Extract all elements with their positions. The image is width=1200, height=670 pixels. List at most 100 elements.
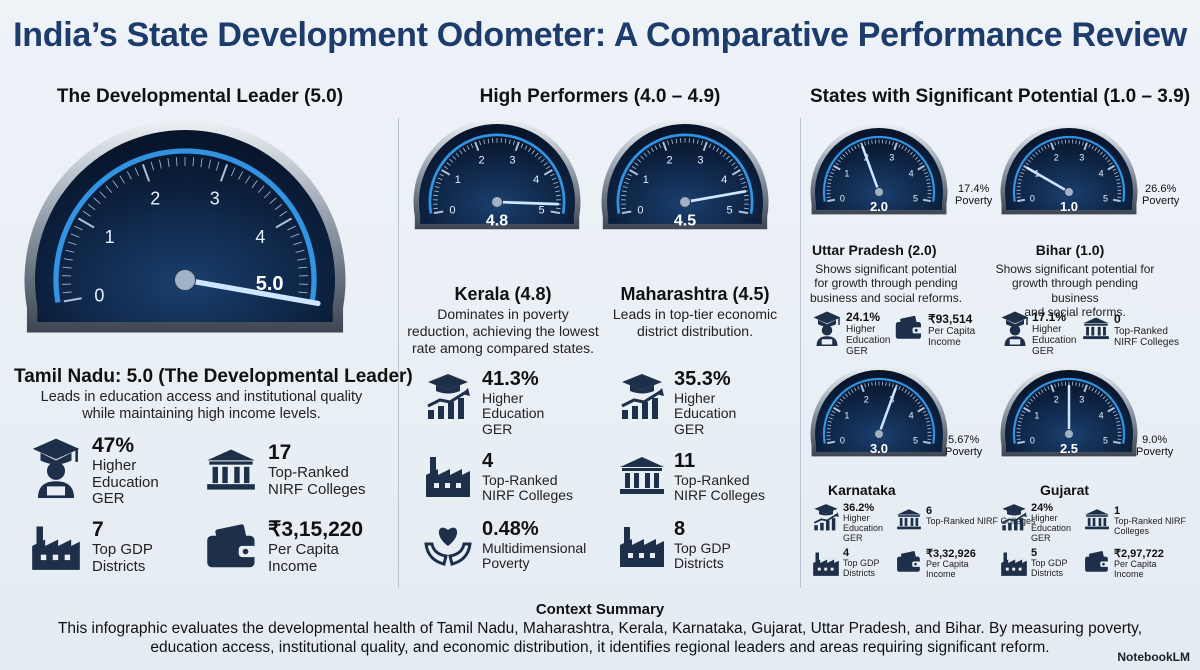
karnataka-gauge-dial: 0123453.0 xyxy=(810,365,948,457)
gauge-tick-label: 1 xyxy=(105,227,115,247)
gauge-tick-mark xyxy=(1109,404,1113,408)
gauge-tick-mark xyxy=(1097,391,1101,395)
gauge-tick-mark xyxy=(470,143,474,149)
gauge-tick-mark xyxy=(1102,395,1106,400)
gauge-tick-mark xyxy=(892,383,894,388)
gauge-needle xyxy=(683,190,747,204)
gauge-tick-mark xyxy=(634,162,639,166)
gauge-tick-mark xyxy=(904,389,908,393)
gauge-tick-mark xyxy=(63,258,73,261)
gauge-tick-mark xyxy=(87,203,96,211)
gauge-tick-mark xyxy=(837,401,841,405)
gauge-tick-mark xyxy=(1044,387,1047,392)
gauge-tick-mark xyxy=(441,169,451,176)
gauge-tick-mark xyxy=(835,404,839,408)
gauge-tick-mark xyxy=(1017,440,1026,445)
potential-column-heading: States with Significant Potential (1.0 –… xyxy=(809,86,1191,107)
gauge-tick-mark xyxy=(537,155,542,160)
gauge-tick-mark xyxy=(474,141,480,152)
gauge-tick-mark xyxy=(279,210,288,217)
gauge-tick-mark xyxy=(1091,387,1094,392)
gujarat-gdp-stat: 5 Top GDP Districts xyxy=(1031,547,1068,578)
institution-icon xyxy=(1084,508,1110,530)
gauge-tick-mark xyxy=(647,150,651,155)
gauge-tick-mark xyxy=(625,177,631,181)
gauge-tick-mark xyxy=(1032,395,1036,400)
gauge-tick-mark xyxy=(216,161,220,171)
gauge-tick-mark xyxy=(871,381,873,386)
gauge-tick-mark xyxy=(82,210,91,217)
gauge-tick-mark xyxy=(860,384,865,393)
maharashtra-heading: Maharashtra (4.5) xyxy=(620,284,770,304)
gauge-tick-mark xyxy=(459,150,463,155)
gauge-tick-mark xyxy=(850,389,854,393)
gauge-tick-mark xyxy=(1099,151,1104,155)
gauge-tick-mark xyxy=(550,173,555,177)
gauge-tick-mark xyxy=(1075,381,1077,386)
bihar-gauge-dial: 0123451.0 xyxy=(1000,123,1138,215)
gauge-tick-mark xyxy=(512,140,516,146)
gauge-tick-mark xyxy=(251,180,258,189)
gauge-tick-mark xyxy=(455,152,460,157)
gauge-tick-mark xyxy=(295,249,305,253)
gauge-tick-mark xyxy=(534,152,539,157)
gauge-tick-mark xyxy=(1029,398,1034,402)
gauge-tick-label: 1 xyxy=(455,174,461,186)
gauge-tick-mark xyxy=(1099,393,1104,397)
gauge-tick-mark xyxy=(844,151,849,155)
gauge-tick-label: 3 xyxy=(697,154,703,166)
gauge-glow-arc xyxy=(1012,135,1126,202)
gauge-tick-mark xyxy=(857,143,860,148)
gauge-tick-mark xyxy=(293,241,303,246)
gauge-tick-mark xyxy=(555,190,561,193)
gauge-tick-mark xyxy=(1044,145,1047,150)
gauge-tick-mark xyxy=(696,139,699,145)
gauge-tick-mark xyxy=(99,191,107,199)
institution-icon xyxy=(1082,316,1110,340)
gujarat-gauge-dial: 0 1 2 3 4 5 2.5 xyxy=(1000,365,1138,457)
gauge-tick-mark xyxy=(1017,420,1022,423)
gauge-value: 4.8 xyxy=(486,212,508,229)
gauge-tick-mark xyxy=(692,138,695,144)
gauge-hub xyxy=(1064,187,1074,197)
maharashtra-ger-stat: 35.3% Higher Education GER xyxy=(674,368,737,437)
gauge-tick-mark xyxy=(200,158,203,168)
karnataka-nirf-stat: 6 Top-Ranked NIRF Colleges xyxy=(926,505,1036,526)
gauge-tick-mark xyxy=(722,152,727,157)
gauge-tick-mark xyxy=(452,155,457,160)
gauge-tick-mark xyxy=(554,186,560,189)
gauge-tick-mark xyxy=(524,145,528,150)
gauge-glow-arc xyxy=(53,148,317,303)
gauge-tick-label: 1 xyxy=(844,411,849,421)
gauge-tick-mark xyxy=(119,175,125,184)
gauge-tick-mark xyxy=(1107,159,1111,163)
gauge-tick-label: 5 xyxy=(1103,436,1108,446)
gauge-tick-label: 2 xyxy=(864,394,869,404)
gauge-tick-mark xyxy=(864,141,866,146)
gauge-tick-mark xyxy=(904,147,908,151)
gauge-tick-mark xyxy=(245,175,251,184)
gauge-tick-label: 2 xyxy=(478,154,484,166)
gauge-tick-mark xyxy=(1107,406,1115,413)
gauge-tick-mark xyxy=(835,162,839,166)
gauge-tick-mark xyxy=(738,210,749,215)
gauge-tick-mark xyxy=(436,181,441,185)
gauge-tick-mark xyxy=(545,165,551,170)
summary-text: This infographic evaluates the developme… xyxy=(57,620,1143,656)
gauge-tick-mark xyxy=(275,217,293,229)
gauge-tick-mark xyxy=(831,410,836,414)
tamil-nadu-gdp-stat: 7 Top GDP Districts xyxy=(92,518,153,575)
wallet-icon xyxy=(1084,551,1110,573)
education-growth-icon xyxy=(812,503,840,531)
wallet-icon xyxy=(894,316,924,340)
gauge-tick-mark xyxy=(134,167,139,177)
gauge-tick-mark xyxy=(1023,406,1031,413)
gauge-tick-mark xyxy=(1083,142,1088,151)
gauge-tick-mark xyxy=(433,190,439,193)
gauge-tick-mark xyxy=(839,156,844,160)
gauge-tick-mark xyxy=(624,181,629,185)
gauge-tick-mark xyxy=(658,143,662,149)
tamil-nadu-description: Leads in education access and institutio… xyxy=(40,389,363,423)
gauge-tick-mark xyxy=(1027,401,1031,405)
factory-icon xyxy=(424,452,472,498)
